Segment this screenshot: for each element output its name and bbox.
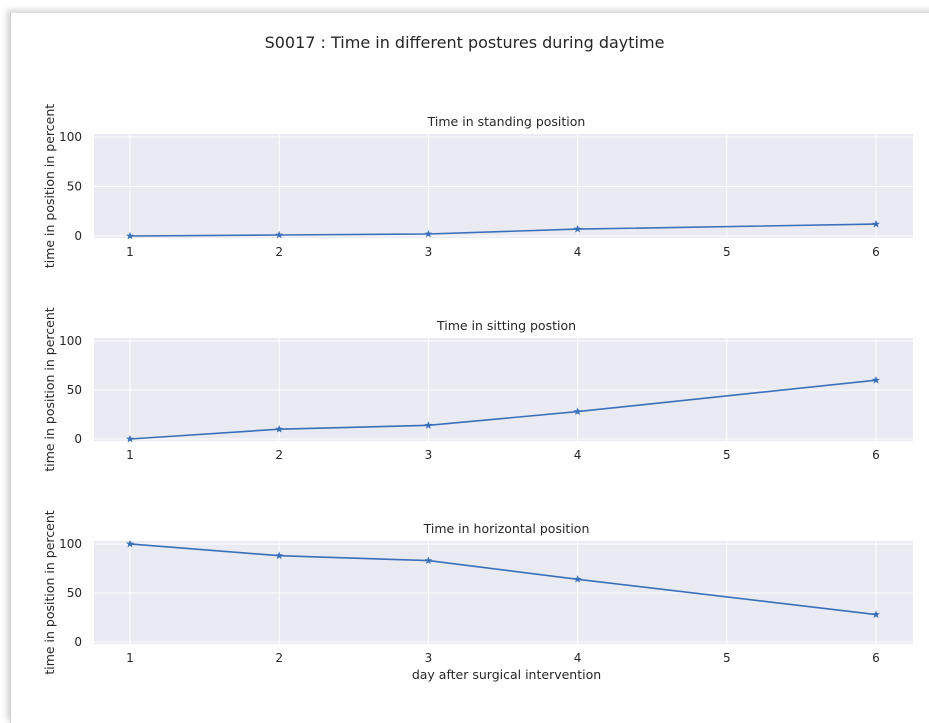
y-axis-label: time in position in percent [42, 104, 57, 268]
data-point-marker [872, 219, 880, 228]
figure-title: S0017 : Time in different postures durin… [264, 33, 665, 52]
x-tick-label: 1 [126, 448, 134, 462]
y-axis-label: time in position in percent [42, 307, 57, 471]
x-tick-label: 1 [126, 245, 134, 259]
subplot-3: 1 2 3 4 5 6 0 50 100 Time in horizontal position t… [42, 510, 913, 682]
x-tick-label: 3 [425, 651, 433, 665]
y-tick-label: 100 [59, 537, 82, 551]
subplot-title: Time in standing position [427, 114, 586, 129]
subplot-title: Time in horizontal position [423, 521, 590, 536]
x-tick-label: 5 [723, 651, 731, 665]
y-tick-label: 50 [67, 586, 82, 600]
data-point-marker [126, 231, 134, 240]
y-tick-label: 50 [67, 179, 82, 193]
x-axis-label: day after surgical intervention [412, 667, 601, 682]
data-point-marker [573, 575, 582, 583]
y-tick-label: 50 [67, 383, 82, 397]
y-axis-label: time in position in percent [42, 510, 57, 674]
y-tick-label: 100 [59, 130, 82, 144]
data-point-marker [872, 610, 880, 618]
data-point-marker [275, 425, 284, 433]
y-tick-label: 0 [74, 229, 82, 243]
subplot-1: 1 2 3 4 5 6 0 50 100 Time in standing position tim… [42, 104, 913, 268]
data-point-marker [872, 375, 880, 384]
x-tick-label: 6 [872, 245, 880, 259]
data-point-marker [126, 539, 134, 548]
data-point-marker [424, 229, 433, 238]
subplot-title: Time in sitting postion [436, 318, 576, 333]
x-tick-label: 3 [425, 245, 433, 259]
x-tick-label: 5 [723, 448, 731, 462]
y-tick-label: 100 [59, 334, 82, 348]
subplot-2: 1 2 3 4 5 6 0 50 100 Time in sitting postion time … [42, 307, 913, 472]
data-point-marker [424, 421, 433, 429]
x-tick-label: 2 [275, 245, 283, 259]
x-tick-label: 4 [574, 448, 582, 462]
x-tick-label: 2 [275, 651, 283, 665]
x-tick-label: 6 [872, 448, 880, 462]
data-point-marker [424, 556, 433, 565]
data-point-marker [275, 551, 284, 560]
data-point-marker [573, 407, 582, 415]
x-tick-label: 5 [723, 245, 731, 259]
y-tick-label: 0 [74, 432, 82, 446]
x-tick-label: 4 [574, 651, 582, 665]
data-point-marker [573, 224, 582, 233]
x-tick-label: 2 [275, 448, 283, 462]
x-tick-label: 4 [574, 245, 582, 259]
y-tick-label: 0 [74, 635, 82, 649]
x-tick-label: 1 [126, 651, 134, 665]
x-tick-label: 6 [872, 651, 880, 665]
data-point-marker [126, 434, 134, 443]
data-point-marker [275, 230, 284, 239]
x-tick-label: 3 [425, 448, 433, 462]
